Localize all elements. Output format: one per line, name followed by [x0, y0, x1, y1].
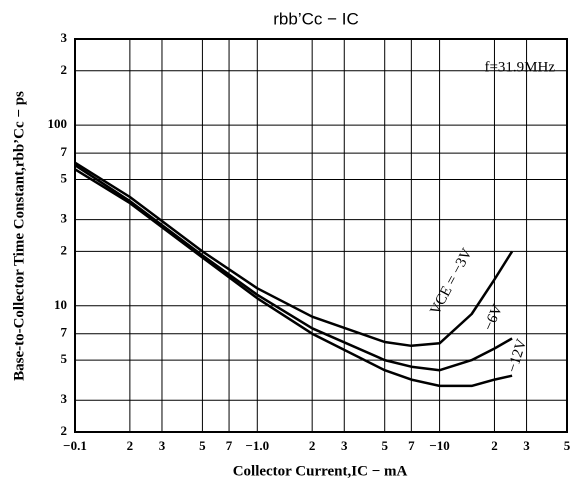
- series-line: [74, 161, 514, 348]
- x-tick-label: −1.0: [245, 438, 269, 453]
- x-tick-label: 3: [523, 438, 530, 453]
- annotation: f=31.9MHz: [484, 59, 555, 75]
- y-tick-label: 7: [61, 325, 68, 340]
- series-line: [74, 164, 513, 372]
- y-axis-label: Base-to-Collector Time Constant,rbb’Cc −…: [11, 91, 27, 381]
- x-tick-label: −0.1: [63, 438, 87, 453]
- x-tick-label: 5: [381, 438, 388, 453]
- y-tick-label: 3: [61, 211, 68, 226]
- y-tick-label: 100: [48, 116, 68, 131]
- series-label: −6V: [481, 302, 507, 333]
- y-tick-label: 2: [61, 242, 68, 257]
- x-tick-label: 5: [199, 438, 206, 453]
- y-tick-label: 7: [61, 144, 68, 159]
- chart-title: rbb’Cc − IC: [273, 9, 359, 28]
- x-tick-label: 5: [564, 438, 571, 453]
- y-tick-label: 2: [61, 423, 68, 438]
- plot-frame: [74, 38, 568, 433]
- y-tick-label: 5: [61, 171, 68, 186]
- x-axis-label: Collector Current,IC − mA: [233, 463, 408, 479]
- y-tick-label: 5: [61, 351, 68, 366]
- x-tick-label: −10: [429, 438, 449, 453]
- x-tick-label: 7: [408, 438, 415, 453]
- y-tick-label: 3: [61, 30, 68, 45]
- x-tick-label: 2: [127, 438, 134, 453]
- series-line: [74, 168, 513, 388]
- x-tick-label: 2: [309, 438, 316, 453]
- x-tick-label: 3: [341, 438, 348, 453]
- series-label: VCE = −3V: [427, 246, 475, 318]
- x-tick-label: 2: [491, 438, 498, 453]
- y-tick-label: 2: [61, 62, 68, 77]
- y-tick-label: 10: [54, 297, 67, 312]
- x-tick-label: 3: [159, 438, 166, 453]
- x-tick-label: 7: [226, 438, 233, 453]
- y-tick-label: 3: [61, 391, 68, 406]
